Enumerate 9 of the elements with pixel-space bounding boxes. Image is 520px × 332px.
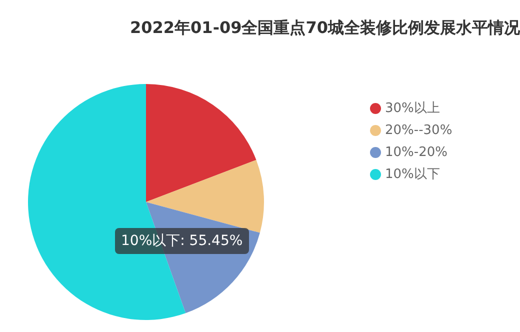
legend-label: 30%以上 <box>385 101 440 116</box>
pie-slice <box>146 160 264 233</box>
legend-label: 10%-20% <box>385 145 448 160</box>
legend-label: 20%--30% <box>385 123 452 138</box>
pie-slice <box>146 84 256 202</box>
legend-label: 10%以下 <box>385 167 440 182</box>
pie-slice <box>28 84 186 320</box>
chart-title: 2022年01-09全国重点70城全装修比例发展水平情况 <box>130 18 520 39</box>
text: 10%以下: 55.45% <box>115 228 249 254</box>
